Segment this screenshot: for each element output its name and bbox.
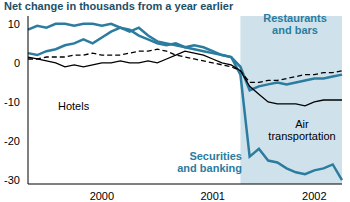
html-text:transportation: transportation	[268, 130, 336, 142]
svg-text:2000: 2000	[90, 190, 114, 202]
svg-text:-10: -10	[8, 96, 20, 108]
svg-text:10: 10	[8, 18, 20, 30]
html-text:and banking: and banking	[177, 162, 242, 174]
html-text:Net change in thousands from a: Net change in thousands from a year earl…	[4, 0, 234, 12]
html-text:Air: Air	[295, 118, 309, 130]
svg-text:2001: 2001	[200, 190, 224, 202]
svg-text:0: 0	[14, 57, 20, 69]
svg-text:2002: 2002	[302, 190, 326, 202]
html-text:Restaurants: Restaurants	[263, 12, 327, 24]
svg-text:-30: -30	[8, 174, 20, 186]
svg-text:-20: -20	[8, 135, 20, 147]
html-text:Securities: Securities	[189, 150, 242, 162]
html-text:Hotels: Hotels	[58, 100, 90, 112]
html-text:and bars: and bars	[272, 24, 318, 36]
